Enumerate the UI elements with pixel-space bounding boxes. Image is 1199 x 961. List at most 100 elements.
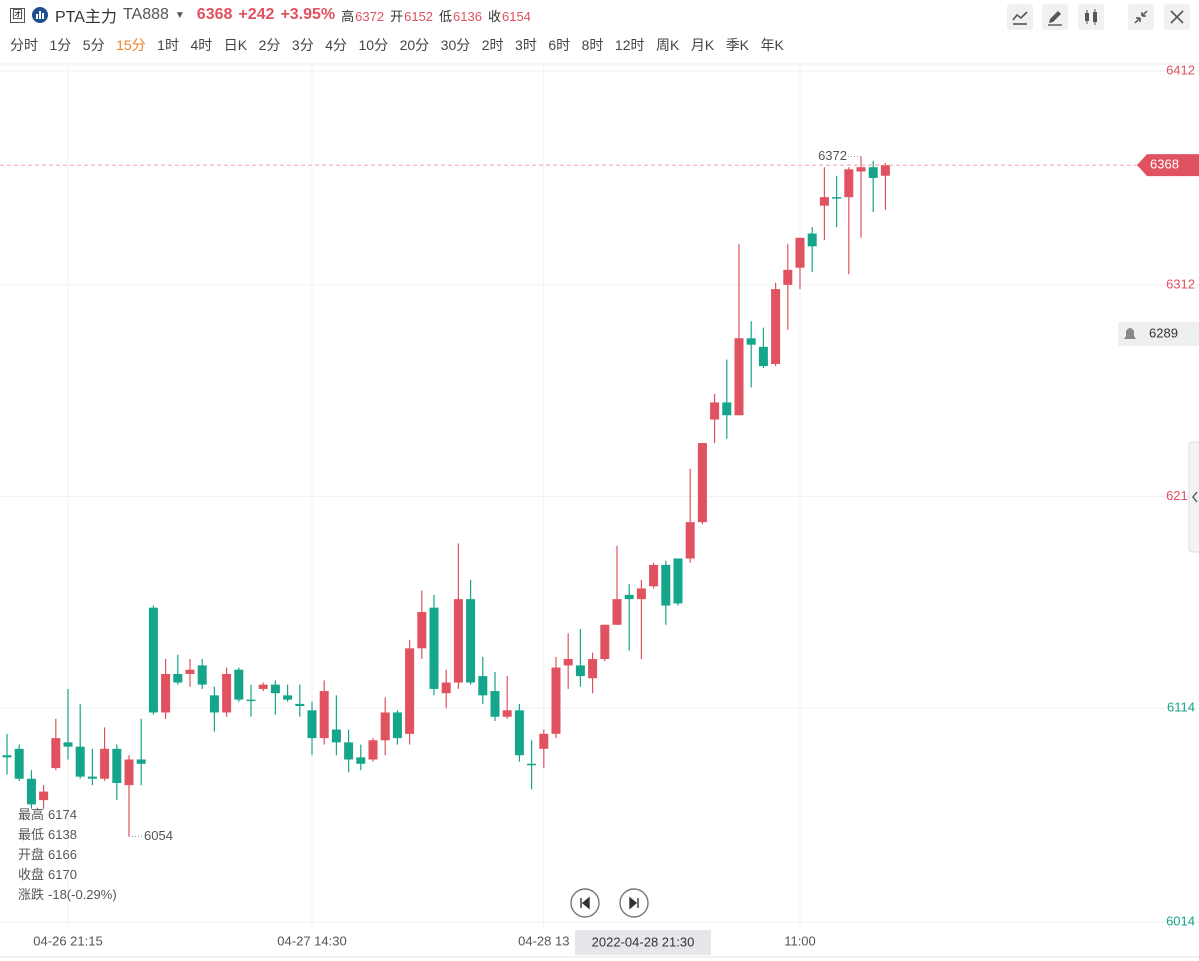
candle: [478, 656, 488, 704]
tool-close[interactable]: [1164, 4, 1190, 30]
candle: [722, 359, 732, 439]
candle-body: [39, 791, 49, 801]
timeframe-tab[interactable]: 月K: [690, 37, 715, 53]
info-row: 最高 6174: [18, 807, 77, 822]
timeframe-tab[interactable]: 季K: [725, 37, 750, 53]
timeframe-tab[interactable]: 20分: [399, 37, 430, 53]
candle-body: [209, 695, 219, 713]
x-tick-label: 04-27 14:30: [277, 933, 346, 948]
stat-label: 低: [439, 8, 453, 24]
timeframe-tab[interactable]: 2分: [258, 37, 281, 53]
nav-button-glyph: [629, 896, 639, 910]
candle: [197, 659, 207, 689]
timeframe-tab[interactable]: 6时: [548, 37, 571, 53]
timeframe-tab[interactable]: 周K: [656, 37, 680, 53]
candle-body: [356, 757, 366, 764]
candle-body: [734, 338, 744, 416]
candle-body: [527, 763, 537, 766]
side-tab-arrow: [1192, 491, 1198, 503]
candle: [527, 740, 537, 790]
candle: [161, 659, 171, 719]
stat-value: 6152: [404, 8, 434, 24]
candle: [75, 703, 85, 779]
candle-body: [600, 624, 610, 660]
info-row: 开盘 6166: [18, 847, 77, 862]
candle-body: [575, 665, 585, 677]
nav-button[interactable]: [619, 888, 649, 918]
dropdown-arrow[interactable]: ▼: [174, 9, 185, 21]
tool-draw[interactable]: [1042, 4, 1068, 30]
candle: [258, 682, 268, 692]
candle-body: [795, 237, 805, 268]
info-label: 开盘: [18, 847, 44, 862]
candle: [588, 652, 598, 694]
timeframe-tab[interactable]: 3分: [291, 37, 314, 53]
candle-body: [2, 755, 12, 758]
timeframe-tab[interactable]: 年K: [760, 37, 784, 53]
timeframe-tab[interactable]: 5分: [82, 37, 105, 53]
candle-body: [405, 648, 415, 734]
last-price: 6368: [196, 6, 233, 23]
tool-collapse[interactable]: [1128, 4, 1154, 30]
candle-body: [673, 558, 683, 604]
crosshair-label-box: [575, 930, 711, 955]
candle: [490, 671, 500, 722]
timeframe-tab[interactable]: 2时: [481, 37, 504, 53]
candle-body: [502, 710, 512, 717]
timeframe-tab[interactable]: 日K: [223, 37, 248, 53]
crosshair-label: 2022-04-28 21:30: [592, 934, 695, 949]
candle: [295, 684, 305, 717]
candle: [649, 562, 659, 589]
tool-candle[interactable]: [1078, 4, 1104, 30]
timeframe-tab[interactable]: 4时: [190, 37, 213, 53]
alert-box: [1118, 321, 1199, 346]
candle: [697, 443, 707, 525]
timeframe-tab[interactable]: 分时: [10, 37, 38, 53]
candle: [758, 327, 768, 369]
candle: [612, 545, 622, 625]
info-label: 最高: [18, 807, 44, 822]
candle-body: [87, 776, 97, 779]
candle-body: [307, 710, 317, 739]
timeframe-tab[interactable]: 1分: [49, 37, 72, 53]
candle: [563, 633, 573, 689]
alert-bell: [1124, 327, 1136, 339]
info-value: 6170: [48, 867, 77, 882]
tool-line[interactable]: [1007, 4, 1033, 30]
timeframe-tab[interactable]: 30分: [440, 37, 471, 53]
timeframe-tab[interactable]: 1时: [157, 37, 179, 53]
candle: [441, 669, 451, 709]
candle: [63, 688, 73, 760]
candle-body: [380, 712, 390, 741]
candle-body: [685, 522, 695, 559]
candle-body: [697, 443, 707, 523]
candle-body: [880, 165, 890, 176]
timeframe-tab[interactable]: 3时: [515, 37, 537, 53]
candle-body: [710, 402, 720, 420]
timeframe-tab[interactable]: 4分: [325, 37, 347, 53]
timeframe-tab[interactable]: 8时: [581, 37, 604, 53]
candle: [575, 629, 585, 687]
alert-price: 6289: [1149, 325, 1178, 340]
symbol-code[interactable]: TA888: [122, 6, 169, 23]
candle: [136, 718, 146, 786]
candle: [2, 733, 12, 775]
candle-body: [136, 759, 146, 764]
candle: [319, 680, 329, 745]
timeframe-tab[interactable]: 10分: [358, 37, 389, 53]
candle-body: [234, 669, 244, 700]
candle-body: [100, 748, 110, 779]
candle-body: [295, 703, 305, 707]
candle-body: [270, 684, 280, 694]
candle-body: [417, 611, 427, 649]
info-row: 涨跌 -18(-0.29%): [18, 887, 117, 902]
candle: [734, 244, 744, 416]
x-tick-label: 11:00: [784, 933, 816, 948]
nav-button[interactable]: [570, 888, 600, 918]
timeframe-tab[interactable]: 12时: [614, 37, 645, 53]
stat: 高6372: [341, 6, 384, 25]
timeframe-tab[interactable]: 15分: [116, 37, 146, 53]
symbol-name[interactable]: PTA主力: [55, 9, 117, 26]
stat-label: 开: [390, 8, 404, 24]
